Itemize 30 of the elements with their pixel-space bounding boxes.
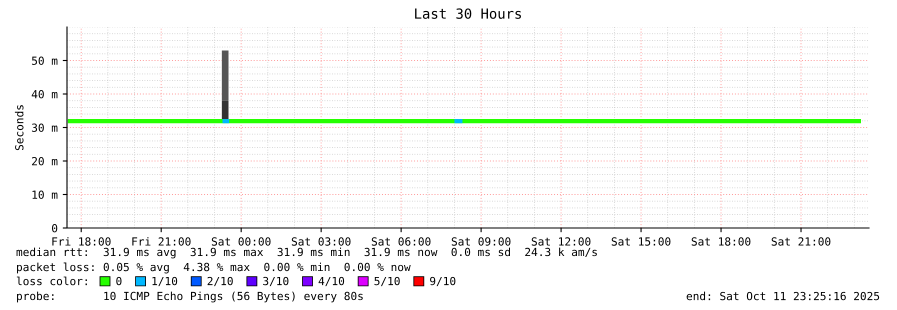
- y-tick-label: 0: [52, 224, 58, 232]
- chart-title: Last 30 Hours: [415, 8, 521, 19]
- text: probe: 10 ICMP Echo Pings (56 Bytes) every 80s: [17, 292, 363, 302]
- y-tick-label: 50 m: [32, 56, 58, 65]
- legend-label: 9/10: [430, 276, 456, 286]
- x-tick-label: Sat 00:00: [212, 237, 271, 246]
- x-tick-label: Fri 21:00: [132, 237, 191, 246]
- legend-label: 3/10: [263, 276, 288, 286]
- legend-label: 1/10: [152, 276, 178, 286]
- y-tick-label: 20 m: [32, 157, 58, 166]
- legend-label: 2/10: [208, 276, 233, 286]
- legend-label: 5/10: [374, 276, 400, 286]
- x-tick-label: Sat 15:00: [612, 237, 670, 246]
- legend-title: loss color:: [16, 276, 87, 286]
- y-tick-label: 40 m: [32, 90, 58, 98]
- y-tick-label: 10 m: [32, 190, 58, 199]
- x-tick-label: Sat 12:00: [532, 237, 590, 246]
- x-tick-label: Fri 18:00: [52, 237, 111, 246]
- legend-label: 0: [116, 276, 122, 286]
- legend-label: 4/10: [318, 276, 344, 286]
- x-tick-label: Sat 21:00: [772, 237, 830, 246]
- text: end: Sat Oct 11 23:25:16 2025: [686, 292, 880, 300]
- x-tick-label: Sat 03:00: [292, 237, 351, 246]
- text: median rtt: 31.9 ms avg 31.9 ms max 31.9 ms min 31.9 ms now 0.0 ms sd 24.3 k am/s: [16, 248, 597, 258]
- x-tick-label: Sat 18:00: [692, 237, 750, 246]
- y-tick-label: 30 m: [32, 124, 58, 132]
- x-tick-label: Sat 06:00: [372, 237, 431, 246]
- y-axis-title: Seconds: [14, 105, 24, 150]
- text: packet loss: 0.05 % avg 4.38 % max 0.00 % min 0.00 % now: [17, 262, 411, 274]
- x-tick-label: Sat 09:00: [452, 237, 510, 246]
